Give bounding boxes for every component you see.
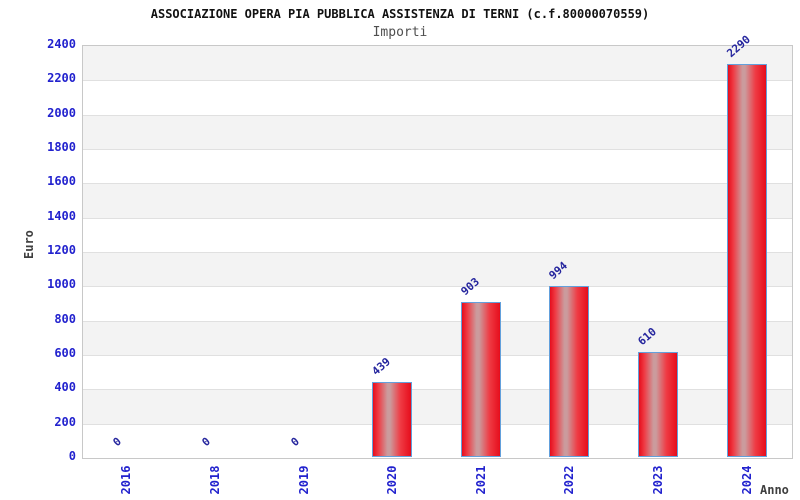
gridline: [83, 80, 792, 82]
chart-subtitle: Importi: [372, 25, 428, 40]
x-tick-label: 2023: [651, 465, 666, 495]
grid-band: [83, 252, 792, 287]
bar-2023: [638, 352, 679, 457]
y-tick-label: 200: [54, 414, 76, 429]
gridline: [83, 217, 792, 219]
y-tick-label: 1800: [47, 140, 76, 154]
y-tick-label: 2200: [47, 71, 76, 86]
x-tick-label: 2020: [385, 465, 400, 495]
y-tick-label: 400: [54, 380, 76, 395]
grid-band: [83, 355, 792, 390]
y-axis-label: Euro: [22, 230, 36, 259]
grid-band: [83, 46, 792, 81]
y-tick-label: 2000: [47, 105, 76, 120]
bar-2021: [460, 302, 501, 457]
gridline: [83, 183, 792, 185]
gridline: [83, 286, 792, 288]
x-tick-label: 2016: [119, 465, 134, 495]
gridline: [83, 114, 792, 116]
grid-band: [83, 80, 792, 115]
bar-2022: [549, 286, 590, 457]
y-tick-label: 800: [54, 311, 76, 326]
gridline: [83, 320, 792, 322]
y-tick-label: 1000: [47, 277, 76, 292]
bar-2020: [372, 382, 413, 457]
grid-band: [83, 149, 792, 184]
bar-2024: [726, 64, 767, 457]
gridline: [83, 149, 792, 150]
gridline: [83, 355, 792, 356]
chart-title: ASSOCIAZIONE OPERA PIA PUBBLICA ASSISTEN…: [150, 7, 650, 21]
x-tick-label: 2024: [739, 465, 754, 495]
y-tick-label: 2400: [47, 37, 76, 51]
y-tick-label: 600: [54, 346, 76, 360]
grid-band: [83, 114, 792, 149]
grid-band: [83, 423, 792, 458]
grid-band: [83, 389, 792, 424]
gridline: [83, 423, 792, 425]
plot-area: [82, 45, 793, 459]
grid-band: [83, 183, 792, 218]
x-tick-label: 2021: [473, 465, 488, 495]
y-tick-label: 1400: [47, 208, 76, 223]
x-tick-label: 2022: [562, 465, 577, 495]
grid-band: [83, 320, 792, 355]
x-tick-label: 2019: [296, 465, 311, 495]
x-axis-label: Anno: [760, 483, 789, 497]
y-tick-label: 1200: [47, 243, 76, 257]
grid-band: [83, 286, 792, 321]
y-tick-label: 0: [68, 449, 76, 463]
y-tick-label: 1600: [47, 174, 76, 189]
gridline: [83, 252, 792, 253]
grid-band: [83, 217, 792, 252]
x-tick-label: 2018: [207, 465, 222, 495]
gridline: [83, 389, 792, 391]
